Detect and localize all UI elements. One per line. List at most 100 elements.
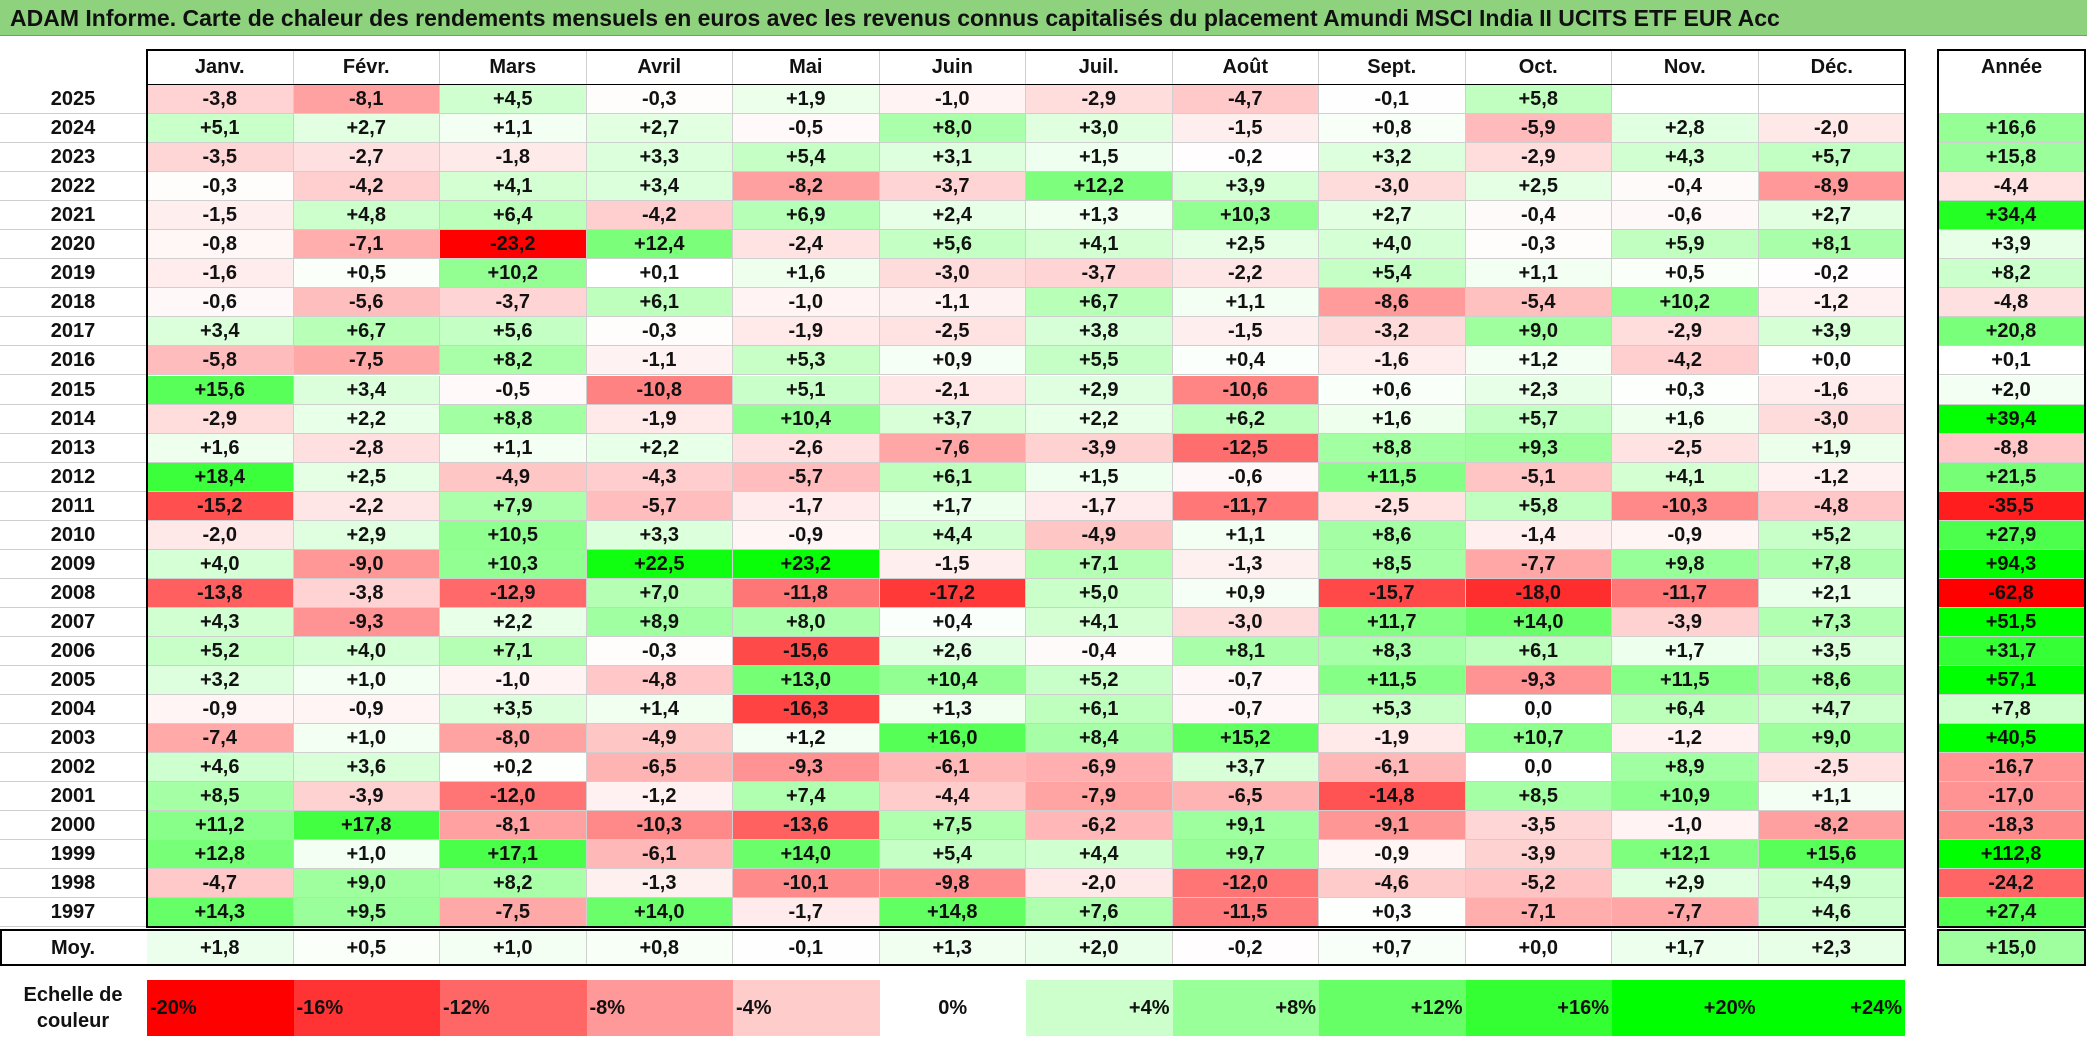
heatmap-cell: -1,6 [147,259,294,289]
heatmap-cell: -2,0 [147,520,294,550]
heatmap-cell: +6,9 [733,201,880,231]
heatmap-cell: -2,9 [1026,85,1173,115]
annual-cell: -4,4 [1938,172,2085,202]
heatmap-cell: +10,4 [879,666,1026,696]
heatmap-cell: +2,7 [293,114,440,144]
heatmap-cell: +1,0 [293,666,440,696]
year-label: 2016 [0,346,146,376]
heatmap-cell: +15,6 [1758,840,1905,870]
heatmap-cell: +8,5 [147,782,294,812]
heatmap-cell: -10,8 [586,375,733,405]
heatmap-cell: +9,5 [293,898,440,928]
avg-cell: +1,0 [440,931,587,966]
heatmap-cell: +4,5 [440,85,587,115]
heatmap-cell: -11,7 [1612,578,1759,608]
heatmap-cell: -0,6 [147,288,294,318]
heatmap-cell: +2,9 [1026,375,1173,405]
heatmap-cell: +14,0 [733,840,880,870]
heatmap-cell: -1,0 [879,85,1026,115]
annual-cell: -17,0 [1938,782,2085,812]
scale-step: +16% [1465,980,1612,1036]
heatmap-cell: -13,8 [147,578,294,608]
heatmap-cell: +2,3 [1465,375,1612,405]
annual-cell: +40,5 [1938,724,2085,754]
heatmap-cell: -0,9 [1612,520,1759,550]
scale-step: +4% [1026,980,1173,1036]
year-label: 1998 [0,869,146,899]
heatmap-cell: -11,5 [1172,898,1319,928]
heatmap-cell: +17,8 [293,811,440,841]
year-label: 2021 [0,201,146,231]
month-header: Nov. [1612,50,1759,84]
avg-cell: +0,8 [586,931,733,966]
heatmap-cell: +2,2 [440,607,587,637]
heatmap-cell: +14,8 [879,898,1026,928]
year-label: 2001 [0,782,146,812]
year-label: 2013 [0,433,146,463]
heatmap-cell: +9,7 [1172,840,1319,870]
heatmap-cell: +10,5 [440,520,587,550]
heatmap-cell: +10,3 [440,549,587,579]
heatmap-cell: -11,7 [1172,491,1319,521]
heatmap-cell: +5,2 [1026,666,1173,696]
heatmap-cell: -1,5 [1172,114,1319,144]
heatmap-cell: -5,4 [1465,288,1612,318]
heatmap-cell: +10,3 [1172,201,1319,231]
avg-cell: +0,5 [293,931,440,966]
heatmap-cell: -1,2 [586,782,733,812]
heatmap-cell: -9,3 [733,753,880,783]
heatmap-cell: -3,2 [1319,317,1466,347]
annual-cell [1938,85,2085,115]
heatmap-cell: +2,2 [293,404,440,434]
year-label: 2014 [0,404,146,434]
heatmap-cell: -4,2 [1612,346,1759,376]
annual-cell: +2,0 [1938,375,2085,405]
heatmap-cell: -4,9 [440,462,587,492]
heatmap-cell: -4,7 [147,869,294,899]
heatmap-cell: +5,7 [1758,143,1905,173]
heatmap-cell: +9,0 [293,869,440,899]
heatmap-cell: -2,2 [1172,259,1319,289]
heatmap-cell: +4,1 [1612,462,1759,492]
annual-cell: +0,1 [1938,346,2085,376]
heatmap-cell: -0,3 [147,172,294,202]
year-label: 2023 [0,143,146,173]
heatmap-cell: -3,9 [293,782,440,812]
heatmap-cell: +2,5 [1465,172,1612,202]
scale-step: -12% [440,980,587,1036]
heatmap-cell: -2,9 [1612,317,1759,347]
heatmap-cell: -1,7 [733,898,880,928]
heatmap-cell: +8,4 [1026,724,1173,754]
heatmap-cell: +0,5 [1612,259,1759,289]
year-label: 2012 [0,462,146,492]
heatmap-cell: +1,9 [733,85,880,115]
heatmap-cell: -1,5 [147,201,294,231]
heatmap-cell: -3,0 [1172,607,1319,637]
heatmap-cell: +14,0 [1465,607,1612,637]
heatmap-cell: +9,0 [1758,724,1905,754]
heatmap-cell: +7,1 [440,636,587,666]
avg-cell: +0,7 [1319,931,1466,966]
heatmap-cell: +7,1 [1026,549,1173,579]
heatmap-cell: +3,4 [293,375,440,405]
heatmap-cell: -7,7 [1612,898,1759,928]
heatmap-cell: +1,6 [733,259,880,289]
heatmap-cell: -2,9 [147,404,294,434]
heatmap-cell: -7,5 [440,898,587,928]
heatmap-cell: +4,1 [1026,607,1173,637]
heatmap-cell: +6,2 [1172,404,1319,434]
heatmap-cell: +1,2 [733,724,880,754]
heatmap-cell: -2,4 [733,230,880,260]
scale-step: -20% [147,980,294,1036]
heatmap-cell: -1,1 [586,346,733,376]
heatmap-cell: -1,6 [1319,346,1466,376]
heatmap-cell: +8,2 [440,346,587,376]
avg-annual-cell: +15,0 [1938,931,2085,966]
heatmap-cell: +5,1 [733,375,880,405]
heatmap-cell: +2,7 [1758,201,1905,231]
heatmap-cell: +0,2 [440,753,587,783]
heatmap-cell: -7,5 [293,346,440,376]
annual-cell: +16,6 [1938,114,2085,144]
heatmap-cell: -8,1 [293,85,440,115]
year-label: 2010 [0,520,146,550]
